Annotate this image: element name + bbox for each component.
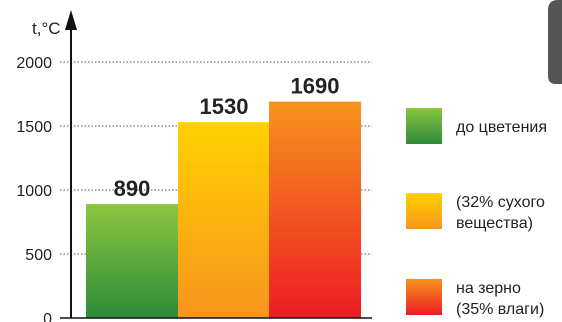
legend-swatch — [406, 193, 442, 229]
data-label: 1690 — [291, 74, 340, 99]
bar — [269, 101, 361, 319]
legend-swatch — [406, 108, 442, 144]
bar — [178, 122, 270, 318]
y-tick-label: 1500 — [16, 119, 52, 136]
corner-tab-decoration — [548, 0, 562, 84]
y-axis-arrow — [65, 10, 77, 30]
y-tick-labels: 0 500 1000 1500 2000 — [16, 55, 52, 322]
legend-label: (35% влаги) — [456, 301, 544, 318]
legend-swatch — [406, 279, 442, 315]
y-tick-label: 500 — [25, 247, 52, 264]
data-labels: 890 1530 1690 — [114, 74, 340, 201]
bars — [86, 101, 361, 319]
legend: до цветения (32% сухого вещества) на зерно (… — [406, 108, 547, 318]
legend-label: (32% сухого — [456, 194, 545, 211]
data-label: 890 — [114, 176, 151, 201]
legend-label: до цветения — [456, 119, 547, 136]
y-axis-unit-label: t,°C — [32, 19, 61, 38]
bar — [86, 204, 178, 318]
data-label: 1530 — [200, 94, 249, 119]
legend-label: на зерно — [456, 280, 521, 297]
y-tick-label: 2000 — [16, 55, 52, 72]
y-tick-label: 1000 — [16, 183, 52, 200]
y-tick-label: 0 — [43, 311, 52, 322]
legend-label: вещества) — [456, 215, 533, 232]
